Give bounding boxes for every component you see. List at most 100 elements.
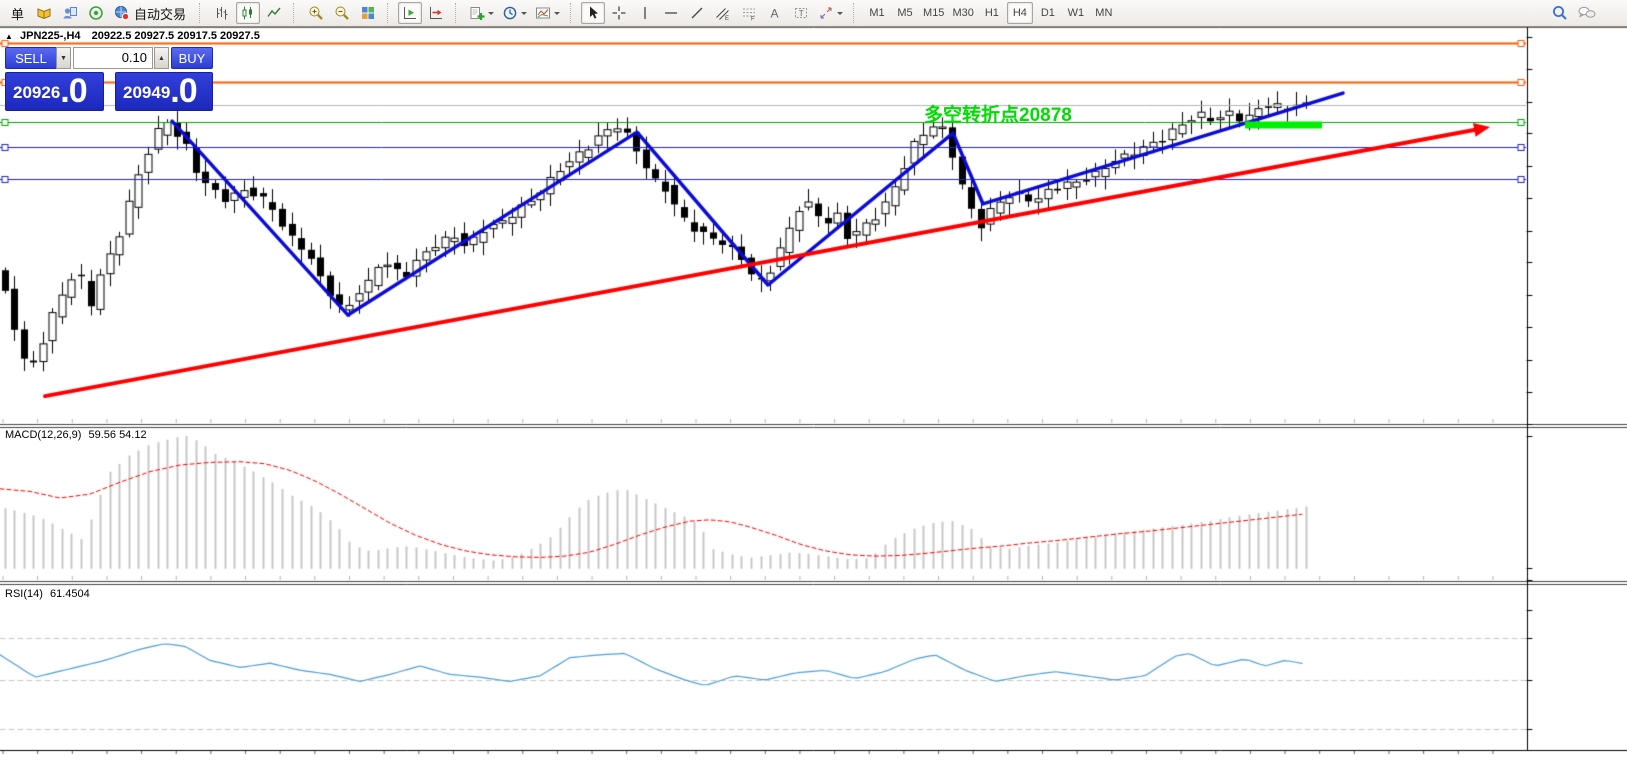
arrows-icon xyxy=(818,5,834,21)
timeframe-m15[interactable]: M15 xyxy=(923,7,945,19)
svg-text:A: A xyxy=(771,7,779,21)
volume-decrease-button[interactable]: ▼ xyxy=(56,47,71,69)
macd-name: MACD(12,26,9) xyxy=(5,429,82,441)
chart-shift-icon xyxy=(428,5,444,21)
chart-title: ▲ JPN225-,H4 20922.5 20927.5 20917.5 209… xyxy=(5,30,260,42)
equidistant-channel-icon: E xyxy=(715,5,731,21)
chat-icon xyxy=(1577,4,1597,22)
timeframe-mn[interactable]: MN xyxy=(1095,7,1113,19)
buy-price-tile[interactable]: 20949 .0 xyxy=(115,72,213,111)
signal-button[interactable] xyxy=(84,2,108,24)
timeframe-h1[interactable]: H1 xyxy=(984,7,999,19)
templates-button[interactable] xyxy=(532,2,563,24)
timeframe-group: M1 M5 M15 M30 H1 H4 D1 W1 MN xyxy=(863,2,1118,24)
dropdown-caret xyxy=(554,12,561,18)
toolbar-separator xyxy=(853,3,858,23)
timeframe-m5[interactable]: M5 xyxy=(897,7,913,19)
toolbar-separator xyxy=(293,3,298,23)
tile-windows-icon xyxy=(360,5,376,21)
market-watch-icon xyxy=(62,5,78,21)
bar-chart-mode-button[interactable] xyxy=(210,2,234,24)
toolbar-separator xyxy=(570,3,575,23)
chart-collapse-icon[interactable]: ▲ xyxy=(5,32,13,41)
trendline-icon xyxy=(689,5,705,21)
one-click-trading-panel: SELL ▼ 0.10 ▲ BUY 20926 .0 20949 .0 xyxy=(5,47,213,111)
timeframe-m30[interactable]: M30 xyxy=(952,7,974,19)
zoom-in-button[interactable] xyxy=(304,2,328,24)
text-tool-button[interactable]: A xyxy=(763,2,787,24)
timeframe-w1[interactable]: W1 xyxy=(1067,7,1085,19)
new-order-button[interactable] xyxy=(32,2,56,24)
volume-input[interactable]: 0.10 xyxy=(73,47,153,69)
menu-order-label: 单 xyxy=(11,6,25,22)
timeframe-h4[interactable]: H4 xyxy=(1006,2,1033,24)
cursor-tool-button[interactable] xyxy=(581,2,606,24)
volume-increase-button[interactable]: ▲ xyxy=(154,47,169,69)
search-button[interactable] xyxy=(1548,2,1572,24)
fibonacci-icon: F xyxy=(741,5,757,21)
sell-button[interactable]: SELL xyxy=(5,47,57,69)
arrows-tool-button[interactable] xyxy=(815,2,846,24)
bar-chart-icon xyxy=(214,5,230,21)
signal-icon xyxy=(88,5,104,21)
menu-item-order[interactable]: 单 xyxy=(5,2,30,24)
rsi-name: RSI(14) xyxy=(5,588,43,600)
rsi-label: RSI(14) 61.4504 xyxy=(5,588,90,600)
text-icon: A xyxy=(767,5,783,21)
periods-button[interactable] xyxy=(499,2,530,24)
turning-point-annotation: 多空转折点20878 xyxy=(924,105,1072,126)
dropdown-caret xyxy=(488,12,495,18)
buy-button[interactable]: BUY xyxy=(171,47,213,69)
clock-icon xyxy=(502,5,518,21)
channel-tool-button[interactable]: E xyxy=(711,2,735,24)
toolbar-separator xyxy=(455,3,460,23)
toolbar: 单 自动交易 E F A T M1 M5 M15 M30 H1 H4 D1 W1 MN xyxy=(0,0,1627,27)
spin-down-icon: ▼ xyxy=(60,54,67,62)
dropdown-caret xyxy=(521,12,528,18)
tile-windows-button[interactable] xyxy=(356,2,380,24)
timeframe-m1[interactable]: M1 xyxy=(869,7,885,19)
crosshair-tool-button[interactable] xyxy=(607,2,631,24)
candlestick-mode-button[interactable] xyxy=(236,2,261,24)
macd-values: 59.56 54.12 xyxy=(88,429,147,441)
vertical-line-icon xyxy=(637,5,653,21)
add-indicator-icon xyxy=(469,5,485,21)
auto-scroll-icon xyxy=(402,5,418,21)
timeframe-d1[interactable]: D1 xyxy=(1040,7,1055,19)
cursor-icon xyxy=(585,5,601,21)
market-watch-button[interactable] xyxy=(58,2,82,24)
sell-price-frac: .0 xyxy=(60,72,87,110)
template-icon xyxy=(535,5,551,21)
zoom-in-icon xyxy=(308,5,324,21)
zoom-out-icon xyxy=(334,5,350,21)
zoom-out-button[interactable] xyxy=(330,2,354,24)
text-label-tool-button[interactable]: T xyxy=(789,2,813,24)
chart-ohlc: 20922.5 20927.5 20917.5 20927.5 xyxy=(91,30,260,42)
toolbar-right xyxy=(1547,2,1601,24)
auto-scroll-button[interactable] xyxy=(398,2,423,24)
autotrading-button[interactable]: 自动交易 xyxy=(110,2,192,24)
chat-button[interactable] xyxy=(1574,2,1600,24)
line-chart-mode-button[interactable] xyxy=(262,2,286,24)
sell-price-tile[interactable]: 20926 .0 xyxy=(5,72,104,111)
vertical-line-tool-button[interactable] xyxy=(633,2,657,24)
text-label-icon: T xyxy=(793,5,809,21)
crosshair-icon xyxy=(611,5,627,21)
line-chart-icon xyxy=(266,5,282,21)
search-icon xyxy=(1551,4,1569,22)
indicators-button[interactable] xyxy=(466,2,497,24)
trendline-tool-button[interactable] xyxy=(685,2,709,24)
chart-shift-button[interactable] xyxy=(424,2,448,24)
toolbar-separator xyxy=(199,3,204,23)
svg-text:E: E xyxy=(725,16,729,21)
horizontal-line-tool-button[interactable] xyxy=(659,2,683,24)
dropdown-caret xyxy=(837,12,844,18)
chart-symbol-period: JPN225-,H4 xyxy=(19,30,81,42)
buy-price-main: 20949 xyxy=(123,83,171,102)
spin-up-icon: ▲ xyxy=(158,54,165,62)
fibonacci-tool-button[interactable]: F xyxy=(737,2,761,24)
autotrading-label: 自动交易 xyxy=(134,6,187,22)
rsi-value: 61.4504 xyxy=(49,588,90,600)
svg-text:T: T xyxy=(799,9,804,18)
